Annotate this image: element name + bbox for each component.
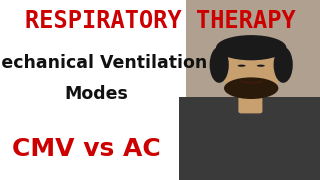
Ellipse shape xyxy=(224,77,278,99)
Bar xyxy=(179,97,320,180)
Bar xyxy=(186,0,320,180)
Ellipse shape xyxy=(210,47,229,83)
Text: Mechanical Ventilation: Mechanical Ventilation xyxy=(0,54,208,72)
Ellipse shape xyxy=(237,65,246,67)
Ellipse shape xyxy=(257,65,265,67)
FancyBboxPatch shape xyxy=(238,85,262,113)
Text: Modes: Modes xyxy=(64,85,128,103)
Ellipse shape xyxy=(219,43,283,94)
Ellipse shape xyxy=(274,47,293,83)
Ellipse shape xyxy=(216,35,286,60)
Text: CMV vs AC: CMV vs AC xyxy=(12,137,161,161)
Text: RESPIRATORY THERAPY: RESPIRATORY THERAPY xyxy=(25,9,295,33)
